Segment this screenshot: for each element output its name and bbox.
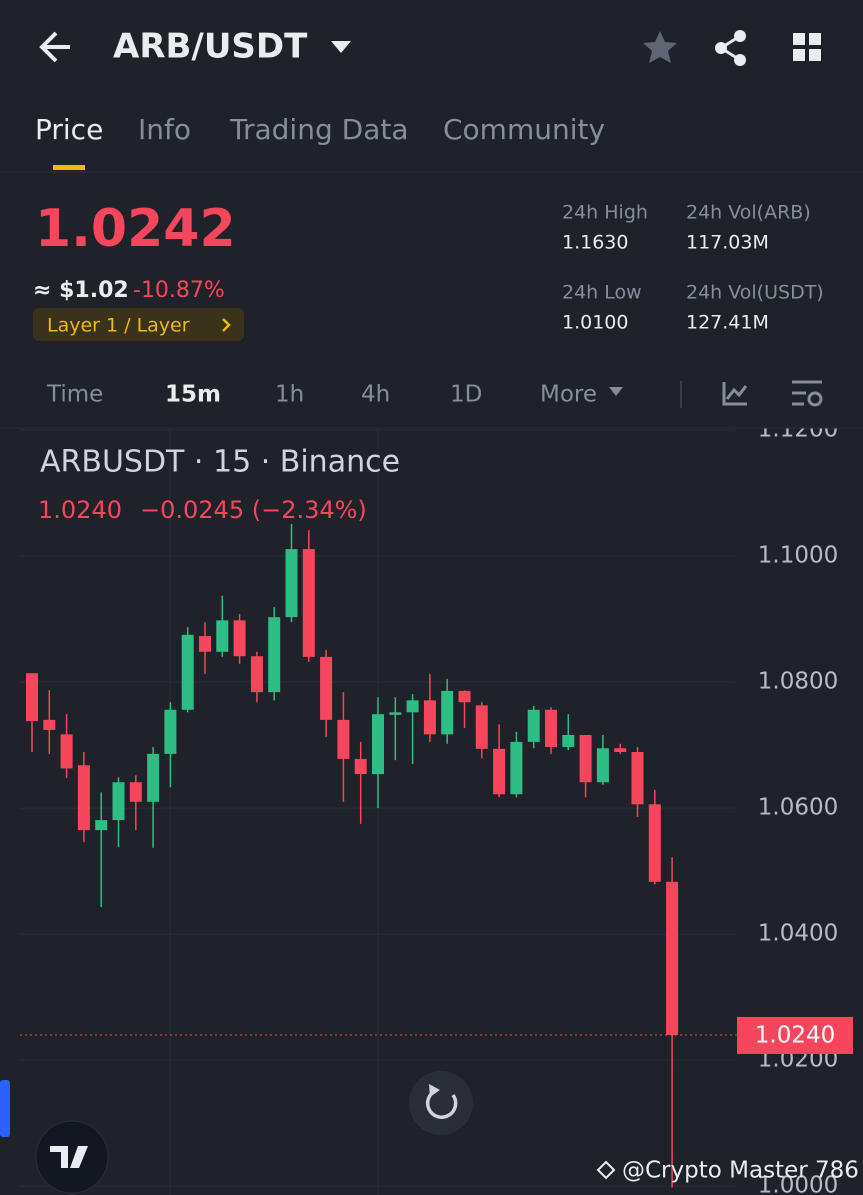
reset-button[interactable] [409,1071,473,1135]
candle-body [631,752,644,805]
stat-label: 24h Vol(ARB) [686,202,811,224]
tab[interactable]: Trading Data [229,113,409,146]
pair-dropdown[interactable] [331,41,351,53]
candle-body [441,690,454,735]
share-icon[interactable] [715,30,746,66]
candle-body [77,765,90,831]
candle-body [614,748,627,753]
candle-body [302,549,315,657]
candle-body [129,782,142,802]
side-tab[interactable] [0,1080,10,1137]
candle-body [147,753,160,802]
settings-icon[interactable] [792,380,823,407]
candle-body [423,700,436,735]
interval[interactable]: 15m [165,382,221,408]
reset-icon [429,1084,440,1097]
chart-legend-title: ARBUSDT · 15 · Binance [40,445,400,480]
stat-label: 24h Low [562,282,642,304]
stat-value: 1.1630 [562,232,628,254]
pair-title[interactable]: ARB/USDT [113,27,308,67]
candle-body [666,881,679,1035]
candle-body [372,714,384,775]
candle-body [233,620,246,657]
candle-body [60,734,73,769]
grid-icon[interactable] [793,33,821,61]
tab[interactable]: Info [138,113,191,146]
candle-body [648,804,661,882]
price-change: -10.87% [133,278,225,303]
candle-body [112,782,125,821]
interval[interactable]: Time [46,382,103,408]
header: ARB/USDT Price Info Trading Data Communi… [0,0,863,429]
tab-indicator [53,165,85,170]
candle-body [458,690,471,703]
y-tick-label: 1.1000 [758,543,838,569]
y-tick-label: 1.0400 [758,921,838,947]
stat-value: 1.0100 [562,312,628,334]
reset-icon [425,1088,458,1119]
indicator-icon[interactable] [722,382,748,406]
candle-body [250,656,263,693]
tv-logo[interactable] [35,1120,109,1194]
watermark-icon [596,1160,616,1180]
tag-pill[interactable] [33,308,244,341]
header-bg [0,0,863,428]
stat-value: 127.41M [686,312,769,334]
candle-body [493,748,506,795]
last-price: 1.0242 [35,199,236,259]
candle-body [285,549,298,618]
candle-body [181,634,194,710]
tag-chevron [222,318,231,332]
stat-label: 24h Vol(USDT) [686,282,824,304]
candle-body [475,705,488,749]
candle-body [337,719,350,759]
y-tick-label: 1.0000 [758,1173,838,1195]
interval[interactable]: 1D [450,382,482,408]
chart-overlay: ARBUSDT · 15 · Binance 1.0240 −0.0245 (−… [0,445,859,1194]
y-tick-label: 1.0600 [758,795,838,821]
candle-body [545,709,557,747]
y-tick-label: 1.0800 [758,669,838,695]
candle-body [95,820,108,831]
tab[interactable]: Price [35,113,103,146]
candle-body [579,734,592,783]
candle-body [164,709,177,754]
interval[interactable]: 1h [275,382,304,408]
chart: 1.12001.10001.08001.06001.04001.02001.00… [20,417,853,1195]
favorite-star[interactable] [643,31,677,63]
candle-body [354,758,367,775]
stat-value: 117.03M [686,232,769,254]
candle-body [216,620,229,652]
interval[interactable]: More [540,382,597,408]
interval[interactable]: 4h [361,382,390,408]
last-price-box [737,1016,853,1054]
tag-label[interactable]: Layer 1 / Layer [47,315,190,337]
last-price-label: 1.0240 [755,1022,835,1048]
candle-body [389,712,402,715]
candle-body [268,617,281,693]
candle-body [406,700,419,713]
stat-label: 24h High [562,202,648,224]
candle-body [510,741,523,795]
candle-body [320,656,333,720]
more-dropdown[interactable] [609,387,623,396]
chart-legend-change: −0.0245 (−2.34%) [140,496,367,524]
tv-logo-mark [50,1146,88,1168]
candle-body [596,748,609,783]
candle-body [26,673,38,722]
usd-price: ≈ $1.02 [33,278,129,303]
candle-body [562,734,575,747]
back-button[interactable] [39,31,70,63]
chart-legend-close: 1.0240 [38,496,122,524]
candle-body [527,709,540,742]
tab[interactable]: Community [443,113,605,146]
candle-body [199,636,211,652]
candle-body [43,719,56,730]
watermark: @Crypto Master 786 [622,1158,859,1184]
